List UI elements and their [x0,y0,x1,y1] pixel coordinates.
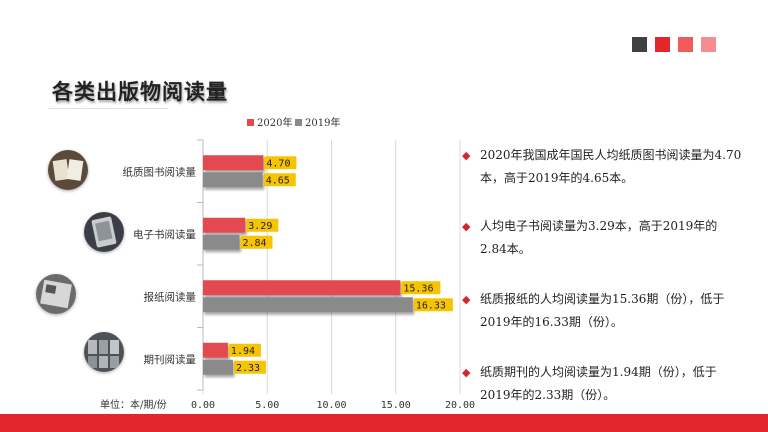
data-label: 2.84 [242,238,266,249]
x-tick-label: 5.00 [255,400,279,411]
header-square-2 [655,37,670,52]
x-tick-label: 10.00 [316,400,346,411]
data-label: 3.29 [248,221,272,232]
diamond-icon: ◆ [462,293,471,306]
bullet-text-3: 纸质报纸的人均阅读量为15.36期（份），低于2019年的16.33期（份）。 [480,292,725,329]
title-underline [48,108,168,109]
e-reader-photo-icon [84,212,124,252]
diamond-icon: ◆ [462,220,471,233]
bar-2020 [203,217,246,233]
header-square-3 [678,37,693,52]
bottom-accent-bar [0,414,768,432]
category-label: 期刊阅读量 [144,353,197,366]
bullet-text-1: 2020年我国成年国民人均纸质图书阅读量为4.70本，高于2019年的4.65本… [480,148,742,185]
legend-label: 2020年 [257,116,292,129]
data-label-bg [240,235,273,249]
diamond-icon: ◆ [462,149,471,162]
data-label-bg [264,156,297,170]
magazine-rack-photo-icon [84,332,124,372]
bullet-item-1: ◆ 2020年我国成年国民人均纸质图书阅读量为4.70本，高于2019年的4.6… [462,144,742,190]
bullet-text-2: 人均电子书阅读量为3.29本，高于2019年的2.84本。 [480,219,718,256]
data-label: 4.70 [266,158,290,169]
legend-swatch [295,119,302,126]
bullet-item-4: ◆ 纸质期刊的人均阅读量为1.94期（份），低于2019年的2.33期（份）。 [462,361,742,407]
bullet-text-4: 纸质期刊的人均阅读量为1.94期（份），低于2019年的2.33期（份）。 [480,365,717,402]
x-tick-label: 0.00 [191,400,215,411]
category-label: 纸质图书阅读量 [123,165,197,178]
header-square-1 [632,37,647,52]
bar-2020 [203,155,264,171]
bar-2019 [203,172,263,188]
data-label-bg [413,298,453,312]
bar-2020 [203,280,401,296]
bar-2019 [203,297,413,313]
data-label-bg [233,360,266,374]
page-title: 各类出版物阅读量 [52,80,228,104]
newspaper-photo-icon [36,274,76,314]
data-label-bg [401,281,441,295]
diamond-icon: ◆ [462,366,471,379]
bullet-item-3: ◆ 纸质报纸的人均阅读量为15.36期（份），低于2019年的16.33期（份）… [462,288,742,334]
data-label-bg [228,343,261,357]
category-label: 报纸阅读量 [144,290,197,303]
x-tick-label: 20.00 [445,400,475,411]
bar-2019 [203,234,240,250]
bar-2020 [203,342,228,358]
data-label-bg [246,218,279,232]
bar-2019 [203,359,233,375]
data-label: 4.65 [266,175,290,186]
open-book-photo-icon [48,150,88,190]
data-label-bg [263,173,296,187]
data-label: 2.33 [236,363,260,374]
legend-label: 2019年 [305,116,340,129]
bullet-item-2: ◆ 人均电子书阅读量为3.29本，高于2019年的2.84本。 [462,215,742,261]
data-label: 15.36 [403,283,433,294]
data-label: 16.33 [416,300,446,311]
header-square-4 [701,37,716,52]
x-tick-label: 15.00 [381,400,411,411]
unit-label: 单位：本/期/份 [100,398,167,411]
data-label: 1.94 [231,346,255,357]
category-label: 电子书阅读量 [133,228,196,241]
legend-swatch [247,119,254,126]
